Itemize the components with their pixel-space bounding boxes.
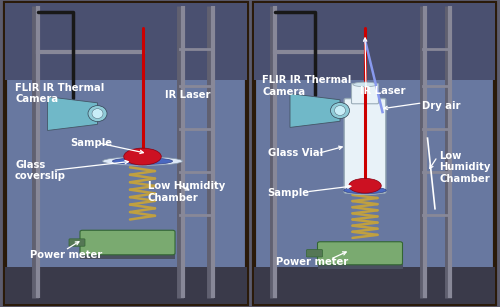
Text: Low
Humidity
Chamber: Low Humidity Chamber	[439, 151, 490, 184]
Text: Sample: Sample	[70, 138, 112, 148]
Ellipse shape	[92, 109, 103, 119]
Text: IR Laser: IR Laser	[360, 86, 406, 95]
FancyBboxPatch shape	[352, 84, 378, 104]
FancyBboxPatch shape	[69, 239, 85, 246]
FancyBboxPatch shape	[254, 267, 495, 304]
Ellipse shape	[88, 106, 107, 122]
FancyBboxPatch shape	[306, 250, 322, 257]
FancyBboxPatch shape	[344, 99, 386, 193]
Ellipse shape	[346, 189, 384, 195]
Ellipse shape	[349, 178, 382, 193]
Text: IR Laser: IR Laser	[165, 90, 210, 100]
Text: Glass Vial: Glass Vial	[268, 149, 322, 158]
Text: Low Humidity
Chamber: Low Humidity Chamber	[148, 181, 225, 203]
Polygon shape	[48, 97, 98, 130]
FancyBboxPatch shape	[254, 3, 495, 80]
FancyBboxPatch shape	[254, 3, 495, 304]
Text: Dry air: Dry air	[422, 101, 461, 111]
Ellipse shape	[112, 158, 172, 165]
Ellipse shape	[334, 106, 345, 115]
FancyBboxPatch shape	[5, 3, 246, 80]
Polygon shape	[290, 94, 340, 127]
Text: Power meter: Power meter	[30, 250, 102, 260]
Ellipse shape	[124, 148, 161, 165]
Text: Sample: Sample	[268, 188, 310, 198]
Ellipse shape	[353, 82, 377, 87]
FancyBboxPatch shape	[5, 3, 246, 304]
FancyBboxPatch shape	[80, 230, 175, 255]
Text: Power meter: Power meter	[276, 258, 348, 267]
FancyBboxPatch shape	[80, 253, 175, 259]
Text: Glass
coverslip: Glass coverslip	[15, 160, 66, 181]
Ellipse shape	[330, 103, 349, 119]
Text: FLIR IR Thermal
Camera: FLIR IR Thermal Camera	[15, 83, 104, 104]
FancyBboxPatch shape	[318, 262, 402, 270]
Text: FLIR IR Thermal
Camera: FLIR IR Thermal Camera	[262, 75, 352, 97]
Ellipse shape	[102, 157, 182, 165]
FancyBboxPatch shape	[5, 267, 246, 304]
FancyBboxPatch shape	[318, 242, 402, 265]
Ellipse shape	[344, 187, 386, 194]
